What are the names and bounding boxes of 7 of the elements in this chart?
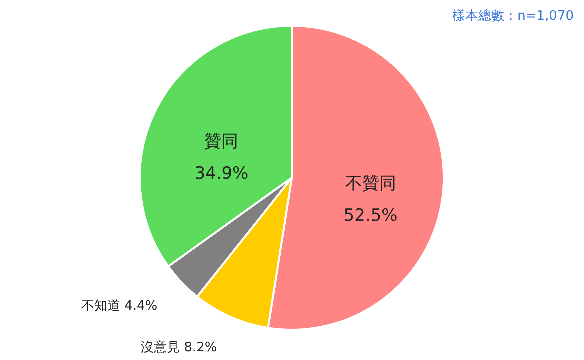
slice-label: 不贊同 (345, 174, 396, 194)
slice-label: 贊同 (204, 132, 239, 152)
data-label: 52.5% (344, 206, 398, 226)
text: 樣本總數：n=1,070 (452, 9, 574, 24)
slice-label: 不知道 4.4% (81, 298, 158, 314)
data-label: 34.9% (194, 164, 249, 184)
slice-label: 沒意見 8.2% (141, 340, 218, 356)
